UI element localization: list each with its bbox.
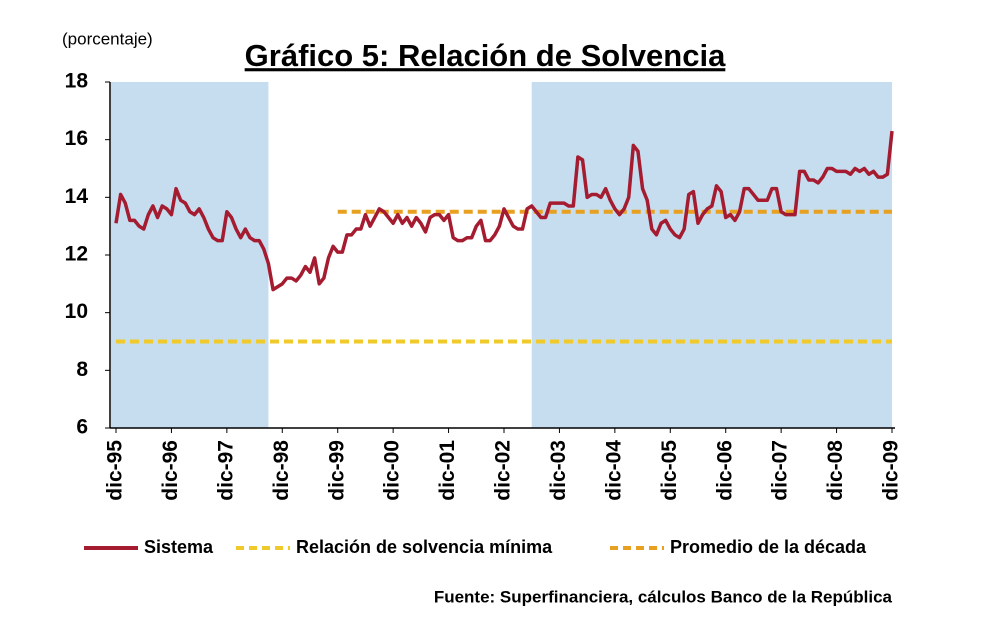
legend: Sistema Relación de solvencia mínima Prome… <box>84 537 867 557</box>
x-tick-label: dic-95 <box>104 440 127 501</box>
x-tick-label: dic-00 <box>381 440 404 501</box>
x-tick-label: dic-97 <box>214 440 237 501</box>
x-tick-label: dic-04 <box>602 440 625 501</box>
x-tick-label: dic-98 <box>270 440 293 501</box>
shaded-period <box>531 82 892 428</box>
source-note: Fuente: Superfinanciera, cálculos Banco … <box>434 587 893 606</box>
x-tick-label: dic-02 <box>492 440 515 501</box>
legend-label: Promedio de la década <box>670 537 867 557</box>
y-tick-label: 6 <box>76 416 88 439</box>
x-tick-label: dic-07 <box>769 440 792 501</box>
series-line <box>114 130 894 292</box>
chart-subtitle: (porcentaje) <box>62 29 153 48</box>
x-tick-label: dic-96 <box>159 440 182 501</box>
x-tick-label: dic-03 <box>547 440 570 501</box>
x-tick-label: dic-06 <box>713 440 736 501</box>
x-tick-label: dic-05 <box>658 440 681 501</box>
x-tick-label: dic-01 <box>436 440 459 501</box>
y-tick-label: 16 <box>65 127 88 150</box>
chart-title: Gráfico 5: Relación de Solvencia <box>245 38 726 73</box>
y-tick-label: 8 <box>76 358 88 381</box>
legend-label: Sistema <box>144 537 214 557</box>
x-tick-label: dic-99 <box>325 440 348 501</box>
shaded-period <box>111 82 269 428</box>
y-tick-label: 18 <box>65 70 89 93</box>
y-tick-label: 10 <box>65 300 88 323</box>
y-tick-label: 14 <box>65 185 89 208</box>
x-tick-label: dic-08 <box>824 440 847 501</box>
y-tick-label: 12 <box>65 243 88 266</box>
legend-label: Relación de solvencia mínima <box>296 537 553 557</box>
x-tick-label: dic-09 <box>880 440 903 501</box>
